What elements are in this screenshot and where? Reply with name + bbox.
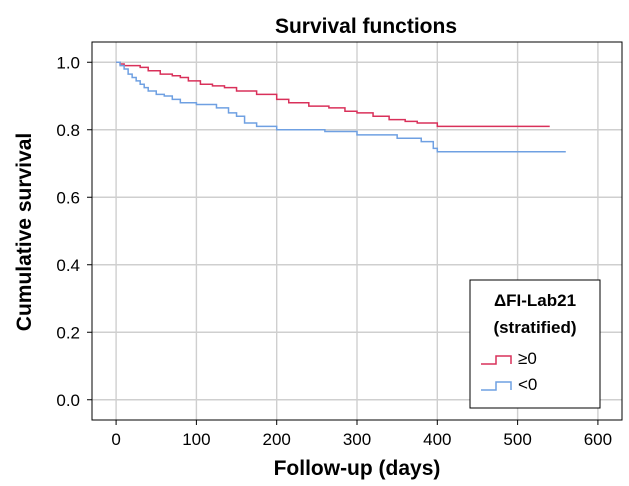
x-axis-label: Follow-up (days) [274,457,441,480]
legend-title-line1: ΔFI-Lab21 [494,291,576,310]
x-tick-label: 500 [503,430,531,449]
y-tick-label: 0.0 [56,391,80,410]
series-line-lt0 [116,61,566,153]
x-tick-label: 0 [111,430,120,449]
axis-ticks: 0 100 200 300 400 500 600 0.0 0.2 0.4 0.6 0.8 1.0 [56,53,612,449]
y-tick-label: 1.0 [56,53,80,72]
legend: ΔFI-Lab21 (stratified) ≥0 <0 [469,279,601,409]
series-lines [116,61,566,153]
grid-lines [92,42,622,420]
x-tick-label: 100 [182,430,210,449]
x-tick-label: 600 [584,430,612,449]
series-line-ge0 [116,61,550,128]
legend-title-line2: (stratified) [493,318,576,337]
x-tick-label: 200 [263,430,291,449]
x-tick-label: 400 [423,430,451,449]
legend-box [469,279,601,409]
y-axis-label: Cumulative survival [13,133,36,331]
legend-swatch-ge0 [481,355,512,365]
legend-label-ge0: ≥0 [518,349,537,368]
y-tick-label: 0.2 [56,323,80,342]
chart-title: Survival functions [275,15,457,38]
legend-label-lt0: <0 [518,375,537,394]
y-tick-label: 0.8 [56,121,80,140]
y-tick-label: 0.6 [56,188,80,207]
legend-swatch-lt0 [481,381,512,391]
x-tick-label: 300 [343,430,371,449]
y-tick-label: 0.4 [56,256,80,275]
